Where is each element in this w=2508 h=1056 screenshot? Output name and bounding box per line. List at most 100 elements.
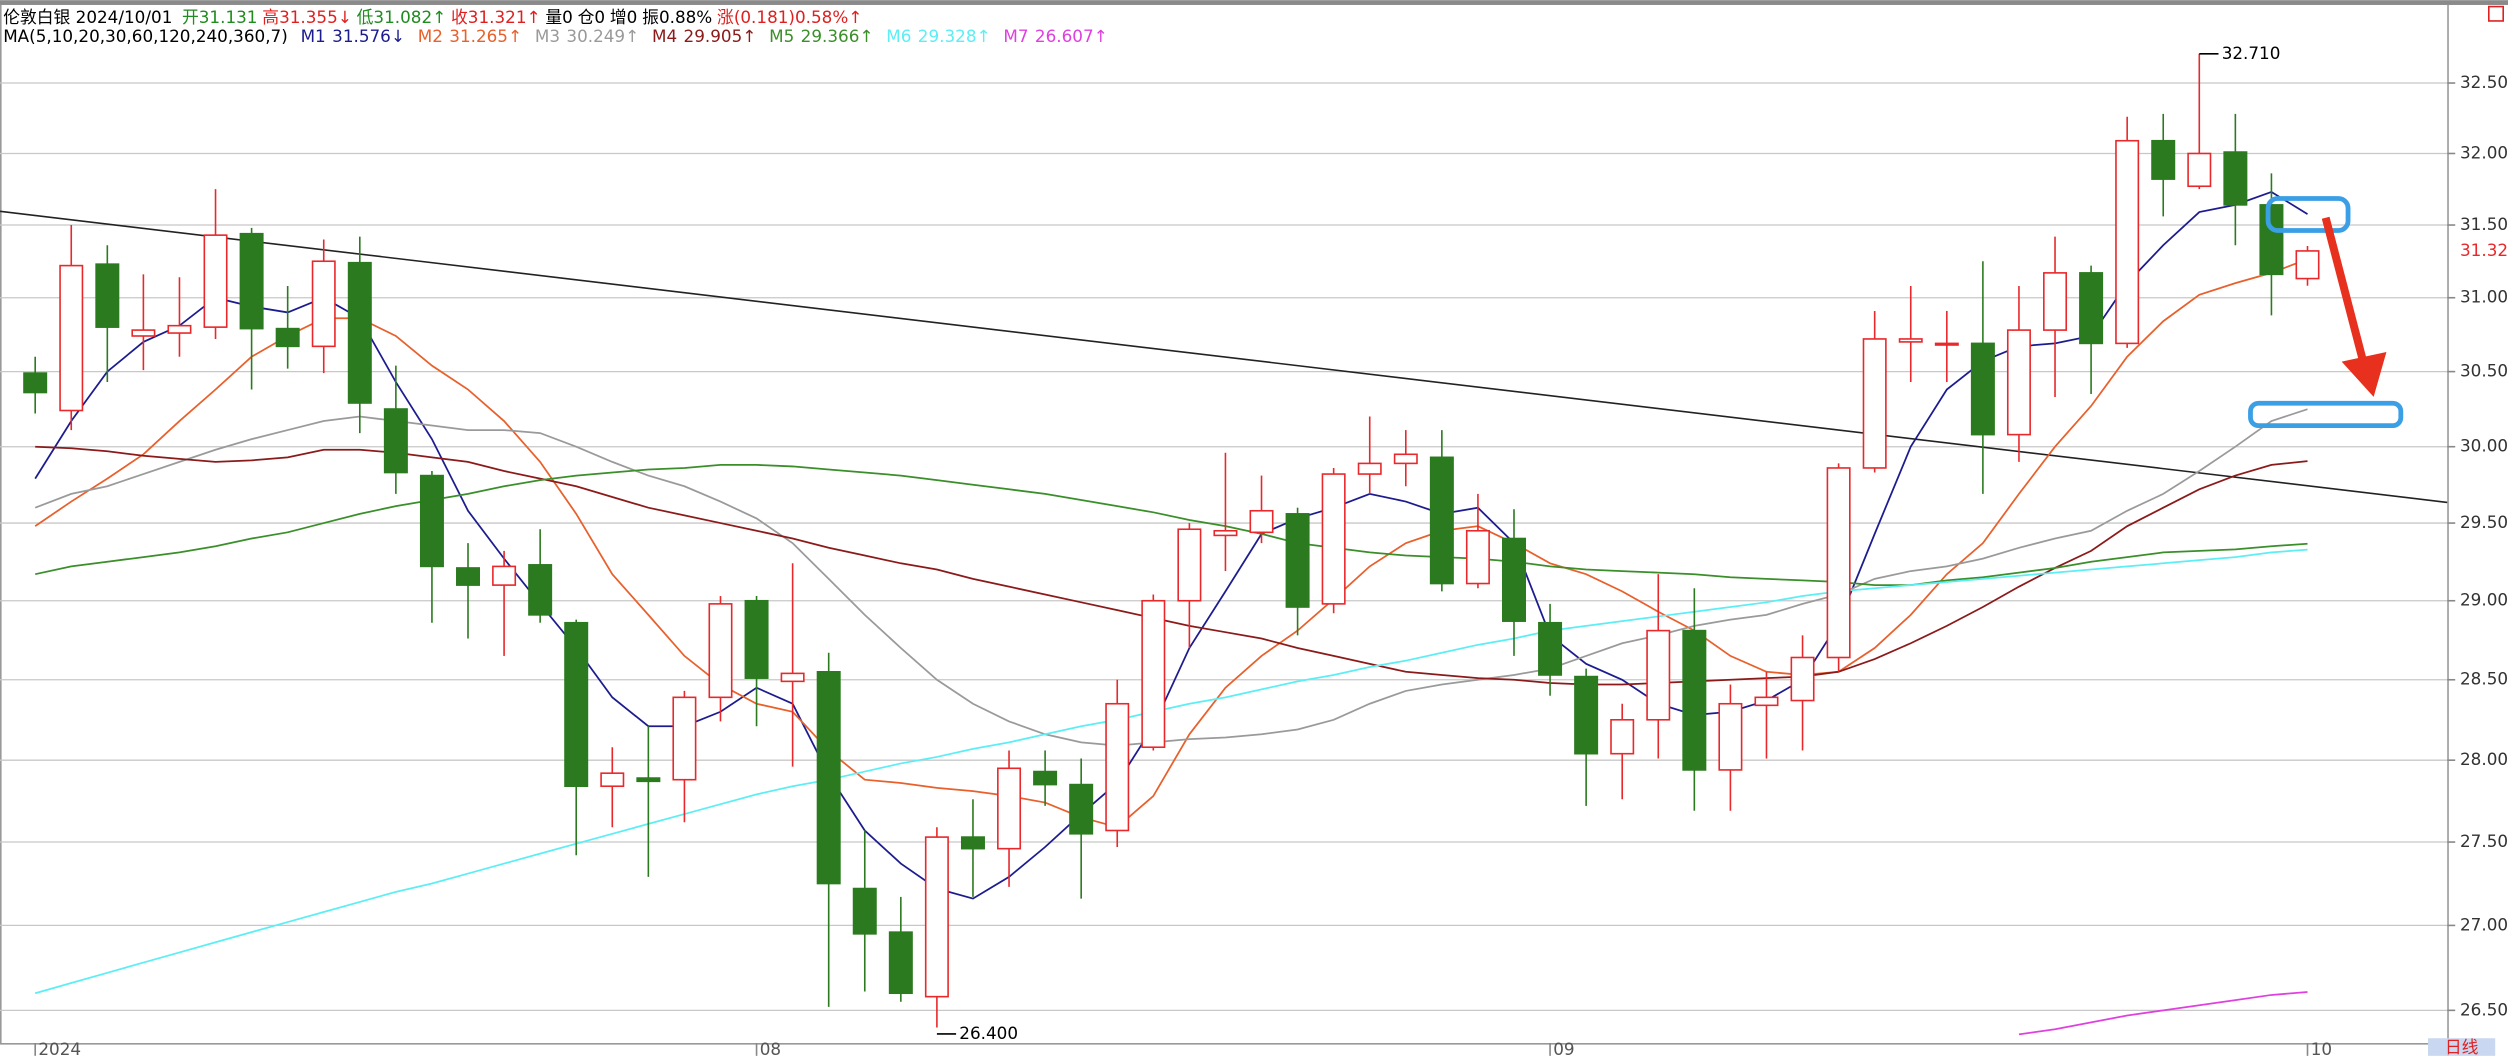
candle-body xyxy=(275,327,300,348)
candle-body xyxy=(1826,467,1851,659)
legend-value: 29.905↑ xyxy=(684,26,757,46)
candle-body xyxy=(1682,629,1707,771)
candle-body xyxy=(1754,696,1779,707)
candle-body xyxy=(1249,509,1274,534)
y-tick-label: 30.000 xyxy=(2460,436,2508,456)
candle-body xyxy=(59,264,84,412)
candle-body xyxy=(997,767,1022,850)
candle-body xyxy=(1321,473,1346,605)
candle-body xyxy=(456,567,481,586)
candle-body xyxy=(1898,338,1923,343)
legend-name: M7 xyxy=(1003,26,1028,46)
candle-body xyxy=(1718,702,1743,771)
candle-body xyxy=(347,261,372,404)
legend-name: M6 xyxy=(886,26,911,46)
arrow-head xyxy=(2341,352,2387,397)
candle-body xyxy=(1574,675,1599,755)
candle-body xyxy=(1033,770,1058,786)
y-tick-label: 32.000 xyxy=(2460,142,2508,162)
candle-body xyxy=(2006,329,2031,436)
y-tick-label: 27.500 xyxy=(2460,831,2508,851)
y-tick-label: 28.500 xyxy=(2460,669,2508,689)
header-item: 收31.321↑ xyxy=(451,7,541,27)
header-item: 涨(0.181)0.58%↑ xyxy=(717,7,862,27)
last-price-label: 31.321 xyxy=(2460,240,2508,260)
candle-body xyxy=(2187,152,2212,188)
candle-body xyxy=(1069,783,1094,835)
candle-body xyxy=(1970,342,1995,436)
candle-body xyxy=(708,603,733,699)
candle-body xyxy=(744,599,769,679)
legend-name: M3 xyxy=(535,26,560,46)
x-tick-label: 09 xyxy=(1553,1039,1574,1056)
period-label: 日线 xyxy=(2445,1037,2479,1056)
candle-body xyxy=(239,232,264,330)
candle-body xyxy=(816,670,841,885)
ma-lines xyxy=(34,191,2308,1036)
annotation-label: 32.710 xyxy=(2222,43,2281,63)
header-item: 量0 xyxy=(545,7,572,27)
legend-value: 29.366↑ xyxy=(801,26,874,46)
candle-body xyxy=(1213,529,1238,537)
candle-body xyxy=(311,260,336,348)
candle-body xyxy=(2151,139,2176,180)
candle-body xyxy=(1465,529,1490,585)
candle-body xyxy=(852,887,877,935)
arrow-shaft xyxy=(2321,216,2368,366)
legend-name: M5 xyxy=(769,26,794,46)
candle-body xyxy=(1646,629,1671,721)
candle-body xyxy=(1502,537,1526,622)
candle-body xyxy=(492,565,517,586)
ma-line xyxy=(2018,991,2308,1036)
y-tick-label: 27.000 xyxy=(2460,914,2508,934)
candle-body xyxy=(780,672,805,683)
ma-line xyxy=(34,548,2308,995)
annotation-label: 26.400 xyxy=(959,1023,1018,1043)
candle-body xyxy=(1429,456,1454,585)
ma-line xyxy=(34,408,2308,747)
ma-line xyxy=(34,191,2308,900)
ma-line xyxy=(35,445,2308,686)
x-tick-label: 2024 xyxy=(38,1039,81,1056)
trend-line xyxy=(0,210,2448,504)
y-tick-label: 29.000 xyxy=(2460,590,2508,610)
legend-value: 30.249↑ xyxy=(566,26,639,46)
x-tick-label: 08 xyxy=(760,1039,781,1056)
header-item: 振0.88% xyxy=(642,7,712,27)
ma-line xyxy=(34,258,2308,829)
y-tick-label: 31.500 xyxy=(2460,214,2508,234)
legend-value: 31.576↓ xyxy=(332,26,405,46)
candle-body xyxy=(1141,599,1166,749)
candle-body xyxy=(23,372,48,394)
header-item: 仓0 xyxy=(578,7,605,27)
ma-label: MA(5,10,20,30,60,120,240,360,7) xyxy=(3,26,288,46)
candle-body xyxy=(2223,151,2248,206)
x-tick-label: 10 xyxy=(2311,1039,2332,1056)
legend-value: 29.328↑ xyxy=(918,26,991,46)
candle-body xyxy=(383,408,408,474)
candle-body xyxy=(2079,272,2104,345)
candle-body xyxy=(1538,621,1563,676)
y-tick-label: 31.000 xyxy=(2460,287,2508,307)
header-item: 高31.355↓ xyxy=(262,7,352,27)
highlight-box xyxy=(2265,196,2351,233)
candle-body xyxy=(924,836,949,998)
legend-name: M1 xyxy=(301,26,326,46)
candle-body xyxy=(672,696,697,781)
legend-name: M4 xyxy=(652,26,677,46)
candle-body xyxy=(1105,702,1130,832)
candle-body xyxy=(888,931,913,995)
candle-body xyxy=(1610,718,1635,755)
candle-body xyxy=(419,474,444,568)
candle-body xyxy=(1790,656,1815,702)
candle-body xyxy=(131,329,156,337)
grid xyxy=(0,82,2456,1056)
legend-value: 26.607↑ xyxy=(1035,26,1108,46)
period-tab xyxy=(2428,1038,2496,1056)
legend-name: M2 xyxy=(418,26,443,46)
candle-body xyxy=(564,621,589,788)
candle-body xyxy=(528,564,553,616)
candle-body xyxy=(600,772,625,788)
